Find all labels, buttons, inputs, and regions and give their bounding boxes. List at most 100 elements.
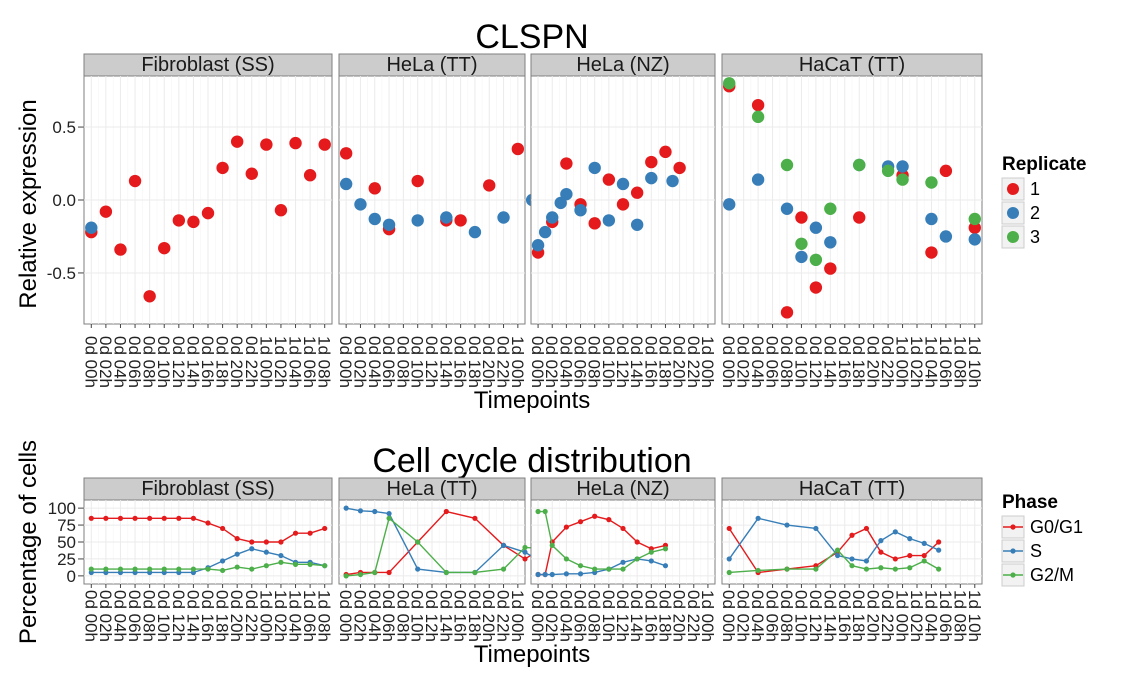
replicate-legend: Replicate 1 2 3 bbox=[1001, 154, 1086, 249]
series-point-g0-g1 bbox=[219, 525, 226, 532]
x-tick-label: 0d 10h bbox=[599, 336, 618, 388]
data-point-rep1 bbox=[616, 198, 630, 211]
series-point-g0-g1 bbox=[606, 517, 612, 523]
x-tick-label: 0d 08h bbox=[777, 590, 796, 642]
data-point-rep1 bbox=[99, 205, 113, 218]
x-tick-label: 0d 22h bbox=[878, 336, 897, 388]
legend-label: S bbox=[1030, 541, 1042, 561]
series-point-g2-m bbox=[834, 547, 841, 553]
series-point-g2-m bbox=[357, 571, 364, 578]
data-point-rep1 bbox=[939, 164, 953, 178]
x-tick-label: 0d 10h bbox=[599, 590, 618, 642]
data-point-rep2 bbox=[896, 160, 909, 173]
x-tick-label: 0d 04h bbox=[365, 336, 384, 388]
series-point-g2-m bbox=[662, 546, 669, 552]
x-tick-label: 0d 20h bbox=[479, 336, 498, 388]
series-point-g0-g1 bbox=[176, 515, 182, 521]
x-tick-label: 0d 06h bbox=[125, 590, 144, 642]
legend-key-rep3 bbox=[1007, 231, 1019, 243]
x-tick-label: 0d 00h bbox=[719, 336, 738, 388]
data-point-rep1 bbox=[780, 306, 794, 319]
data-point-rep2 bbox=[554, 196, 567, 210]
series-point-s bbox=[620, 559, 626, 565]
series-point-g2-m bbox=[176, 566, 182, 572]
data-point-rep1 bbox=[318, 138, 331, 151]
x-tick-label: 0d 12h bbox=[613, 590, 632, 642]
legend-key-point bbox=[1010, 572, 1016, 578]
series-point-g2-m bbox=[726, 569, 732, 576]
data-point-rep2 bbox=[925, 212, 938, 226]
data-point-rep1 bbox=[659, 145, 672, 159]
series-point-g2-m bbox=[936, 566, 942, 572]
legend-key-rep1 bbox=[1007, 183, 1019, 195]
data-point-rep1 bbox=[158, 241, 171, 255]
data-point-rep1 bbox=[260, 138, 273, 151]
x-tick-label: 0d 16h bbox=[641, 590, 660, 642]
series-point-s bbox=[249, 546, 255, 552]
series-point-s bbox=[500, 542, 507, 548]
x-tick-label: 1d 08h bbox=[950, 336, 969, 388]
data-point-rep2 bbox=[468, 225, 482, 239]
series-point-g2-m bbox=[161, 566, 167, 572]
series-point-g2-m bbox=[88, 566, 94, 572]
x-tick-label: 0d 22h bbox=[494, 590, 513, 642]
data-point-rep2 bbox=[497, 211, 510, 224]
series-point-g0-g1 bbox=[386, 569, 392, 576]
x-tick-label: 0d 10h bbox=[408, 590, 427, 642]
data-point-rep1 bbox=[201, 206, 215, 220]
y-tick-label: 25 bbox=[57, 550, 76, 569]
x-tick-label: 0d 12h bbox=[613, 336, 632, 388]
series-point-g2-m bbox=[634, 556, 640, 562]
series-point-s bbox=[278, 552, 284, 559]
x-tick-label: 0d 00h bbox=[719, 590, 738, 642]
series-point-g0-g1 bbox=[117, 515, 124, 521]
data-point-rep1 bbox=[483, 179, 496, 192]
series-point-s bbox=[263, 549, 269, 555]
series-point-g2-m bbox=[755, 567, 761, 574]
x-tick-label: 0d 04h bbox=[110, 590, 129, 642]
data-point-rep2 bbox=[538, 225, 552, 239]
x-tick-label: 0d 10h bbox=[408, 336, 427, 388]
series-point-g0-g1 bbox=[592, 513, 598, 519]
data-point-rep1 bbox=[645, 155, 658, 169]
series-point-g2-m bbox=[849, 563, 855, 569]
x-tick-label: 0d 12h bbox=[806, 590, 825, 642]
facet-label: HaCaT (TT) bbox=[799, 478, 905, 500]
x-tick-label: 0d 16h bbox=[835, 590, 854, 642]
x-tick-label: 0d 00h bbox=[81, 336, 100, 388]
series-line-g0-g1 bbox=[346, 510, 547, 576]
x-tick-label: 0d 22h bbox=[242, 590, 261, 642]
data-point-rep2 bbox=[85, 221, 98, 234]
y-tick-label: 0 bbox=[67, 567, 76, 586]
data-point-rep1 bbox=[511, 142, 525, 156]
data-point-rep2 bbox=[531, 239, 545, 252]
series-point-g2-m bbox=[472, 569, 478, 576]
series-point-g2-m bbox=[892, 566, 898, 572]
x-tick-label: 0d 10h bbox=[791, 590, 810, 642]
x-tick-label: 0d 22h bbox=[878, 590, 897, 642]
x-tick-label: 1d 10h bbox=[965, 336, 984, 388]
series-point-s bbox=[863, 558, 870, 564]
legend-label: G2/M bbox=[1030, 565, 1074, 585]
x-tick-label: 1d 10h bbox=[965, 590, 984, 642]
x-tick-label: 1d 02h bbox=[907, 336, 926, 388]
series-point-g2-m bbox=[322, 563, 328, 569]
legend-key-rep2 bbox=[1007, 207, 1019, 219]
x-tick-label: 1d 00h bbox=[893, 590, 912, 642]
data-point-rep1 bbox=[853, 211, 866, 224]
x-tick-label: 0d 06h bbox=[379, 336, 398, 388]
series-point-s bbox=[563, 571, 569, 577]
x-tick-label: 1d 06h bbox=[300, 336, 319, 388]
x-tick-label: 0d 18h bbox=[655, 336, 674, 388]
x-tick-label: 0d 08h bbox=[393, 590, 412, 642]
series-point-g0-g1 bbox=[921, 552, 927, 559]
series-point-s bbox=[662, 563, 669, 569]
series-point-g2-m bbox=[620, 566, 626, 572]
data-point-rep2 bbox=[440, 211, 453, 224]
series-point-g2-m bbox=[592, 566, 598, 572]
series-point-s bbox=[234, 551, 240, 557]
data-point-rep3 bbox=[824, 202, 837, 215]
series-point-g2-m bbox=[132, 566, 138, 572]
